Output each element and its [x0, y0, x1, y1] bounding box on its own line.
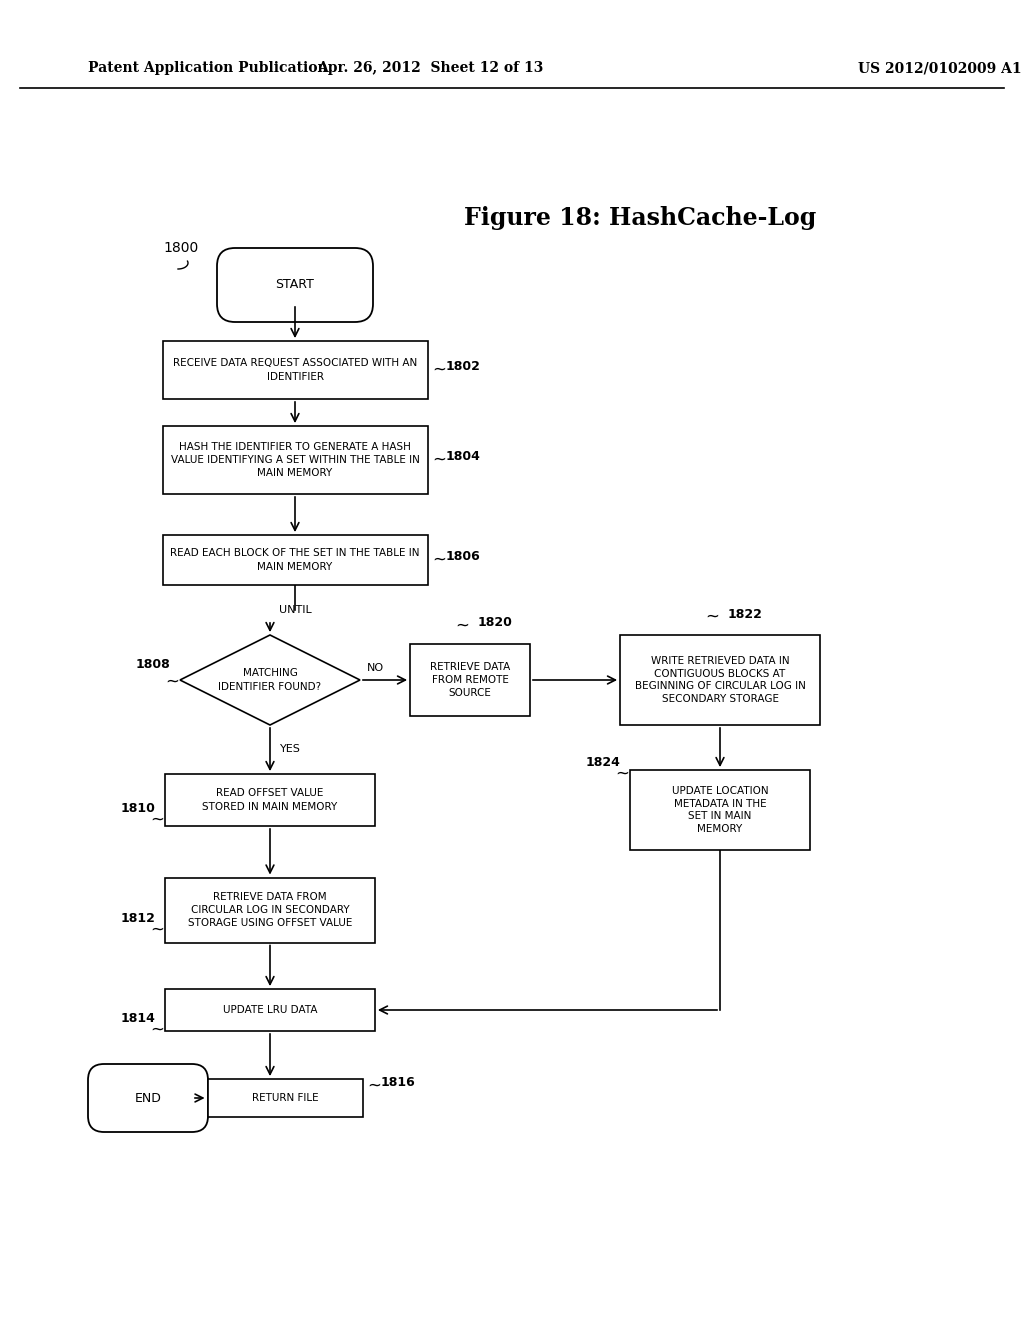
Bar	[620, 635, 820, 725]
Text: END: END	[134, 1092, 162, 1105]
Bar	[165, 878, 375, 942]
Text: 1816: 1816	[381, 1077, 416, 1089]
Text: 1824: 1824	[585, 755, 620, 768]
Text: READ OFFSET VALUE
STORED IN MAIN MEMORY: READ OFFSET VALUE STORED IN MAIN MEMORY	[203, 788, 338, 812]
Bar	[165, 989, 375, 1031]
Text: Apr. 26, 2012  Sheet 12 of 13: Apr. 26, 2012 Sheet 12 of 13	[316, 61, 543, 75]
Text: ~: ~	[368, 1077, 381, 1096]
Text: ~: ~	[432, 360, 446, 379]
Text: 1812: 1812	[120, 912, 155, 924]
Text: RETURN FILE: RETURN FILE	[252, 1093, 318, 1104]
Bar	[165, 774, 375, 826]
Text: RECEIVE DATA REQUEST ASSOCIATED WITH AN
IDENTIFIER: RECEIVE DATA REQUEST ASSOCIATED WITH AN …	[173, 359, 417, 381]
Bar	[208, 1078, 362, 1117]
Bar	[630, 770, 810, 850]
Text: RETRIEVE DATA FROM
CIRCULAR LOG IN SECONDARY
STORAGE USING OFFSET VALUE: RETRIEVE DATA FROM CIRCULAR LOG IN SECON…	[187, 892, 352, 928]
Text: UPDATE LOCATION
METADATA IN THE
SET IN MAIN
MEMORY: UPDATE LOCATION METADATA IN THE SET IN M…	[672, 787, 768, 834]
Text: 1806: 1806	[445, 550, 480, 564]
Text: WRITE RETRIEVED DATA IN
CONTIGUOUS BLOCKS AT
BEGINNING OF CIRCULAR LOG IN
SECOND: WRITE RETRIEVED DATA IN CONTIGUOUS BLOCK…	[635, 656, 806, 704]
Text: RETRIEVE DATA
FROM REMOTE
SOURCE: RETRIEVE DATA FROM REMOTE SOURCE	[430, 661, 510, 698]
Text: YES: YES	[280, 744, 300, 755]
Text: Patent Application Publication: Patent Application Publication	[88, 61, 328, 75]
Text: ~: ~	[151, 921, 164, 939]
Bar	[163, 426, 427, 494]
Text: ~: ~	[615, 766, 629, 783]
Text: ~: ~	[151, 1020, 164, 1039]
Text: 1802: 1802	[445, 360, 480, 374]
Bar	[163, 535, 427, 585]
Text: START: START	[275, 279, 314, 292]
Text: UPDATE LRU DATA: UPDATE LRU DATA	[223, 1005, 317, 1015]
Text: 1820: 1820	[478, 616, 513, 630]
Text: ~: ~	[151, 810, 164, 829]
Text: ~: ~	[165, 673, 179, 690]
Text: NO: NO	[367, 663, 384, 673]
Text: ~: ~	[706, 609, 719, 626]
Text: 1810: 1810	[120, 801, 155, 814]
Text: 1814: 1814	[120, 1011, 155, 1024]
Text: US 2012/0102009 A1: US 2012/0102009 A1	[858, 61, 1022, 75]
Text: ~: ~	[455, 616, 469, 635]
Text: ~: ~	[432, 550, 446, 569]
Bar	[410, 644, 530, 715]
Text: 1804: 1804	[445, 450, 480, 463]
FancyBboxPatch shape	[88, 1064, 208, 1133]
Text: 1822: 1822	[728, 607, 763, 620]
Text: READ EACH BLOCK OF THE SET IN THE TABLE IN
MAIN MEMORY: READ EACH BLOCK OF THE SET IN THE TABLE …	[170, 548, 420, 572]
Text: Figure 18: HashCache-Log: Figure 18: HashCache-Log	[464, 206, 816, 230]
Text: HASH THE IDENTIFIER TO GENERATE A HASH
VALUE IDENTIFYING A SET WITHIN THE TABLE : HASH THE IDENTIFIER TO GENERATE A HASH V…	[171, 442, 420, 478]
Text: ~: ~	[432, 451, 446, 469]
Text: 1808: 1808	[135, 659, 170, 672]
Polygon shape	[180, 635, 360, 725]
Text: UNTIL: UNTIL	[279, 605, 311, 615]
Bar	[163, 341, 427, 399]
FancyBboxPatch shape	[217, 248, 373, 322]
Text: MATCHING
IDENTIFIER FOUND?: MATCHING IDENTIFIER FOUND?	[218, 668, 322, 692]
Text: 1800: 1800	[163, 242, 199, 255]
